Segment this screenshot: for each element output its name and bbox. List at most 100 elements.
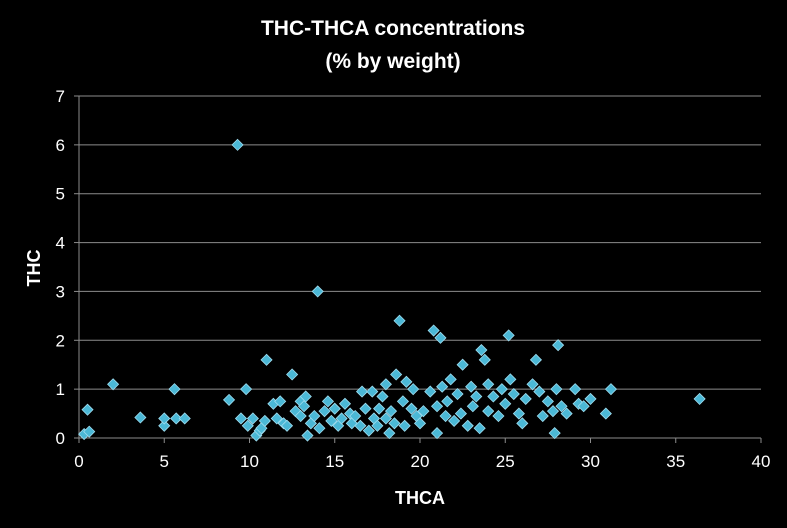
data-point	[170, 412, 183, 425]
data-point	[461, 419, 474, 432]
data-point	[338, 397, 352, 410]
data-point	[83, 425, 96, 438]
y-tick-label: 5	[56, 185, 65, 204]
data-point	[286, 368, 299, 381]
data-point	[158, 419, 171, 432]
data-point	[599, 407, 612, 420]
data-point	[234, 412, 248, 425]
data-point	[427, 324, 440, 337]
data-point	[373, 402, 386, 415]
data-point	[383, 427, 396, 440]
data-point	[473, 422, 486, 435]
data-point	[448, 414, 461, 427]
y-tick-label: 6	[56, 136, 65, 155]
data-point	[536, 409, 549, 423]
data-point	[398, 419, 411, 432]
data-point	[451, 387, 464, 401]
data-point	[379, 378, 392, 391]
data-point	[107, 378, 120, 391]
y-tick-label: 0	[56, 429, 65, 448]
data-point	[366, 385, 379, 398]
data-point	[260, 353, 273, 366]
data-point	[178, 412, 191, 425]
data-point	[168, 383, 181, 396]
data-point	[240, 383, 253, 396]
data-point	[280, 419, 294, 432]
data-point	[604, 383, 618, 396]
data-point	[516, 417, 529, 430]
data-point	[134, 411, 147, 424]
data-point	[430, 427, 444, 440]
data-point	[436, 380, 449, 393]
data-point	[482, 405, 495, 418]
data-point	[507, 387, 520, 401]
data-point	[417, 405, 430, 418]
data-point	[270, 412, 283, 425]
data-point	[158, 412, 171, 425]
data-point	[355, 385, 369, 398]
data-point	[294, 409, 307, 423]
data-point	[502, 329, 515, 342]
data-point	[405, 402, 418, 415]
axes: 0 1 2 3 4 5 6 7 0 5 10 15 20 25 30 35 40	[56, 87, 771, 471]
data-point	[512, 407, 525, 420]
data-point	[308, 409, 321, 423]
x-tick-label: 15	[325, 452, 344, 471]
data-point	[439, 409, 452, 423]
x-tick-label: 10	[240, 452, 259, 471]
data-point	[430, 400, 444, 413]
data-point	[577, 400, 590, 413]
data-point	[349, 409, 362, 423]
data-point	[335, 412, 348, 425]
data-point	[548, 427, 561, 440]
data-point	[246, 412, 259, 425]
data-point	[519, 392, 532, 405]
data-point	[424, 385, 437, 398]
data-point	[384, 405, 398, 418]
data-point	[444, 373, 457, 386]
data-point	[499, 397, 512, 410]
data-point	[362, 424, 375, 437]
data-point	[379, 412, 392, 425]
data-point	[231, 138, 244, 151]
data-point	[470, 390, 483, 403]
data-point	[541, 395, 554, 408]
data-point	[552, 339, 565, 352]
data-point	[529, 353, 543, 366]
data-point	[407, 383, 420, 396]
gridlines	[79, 95, 761, 390]
data-point	[560, 407, 573, 420]
data-point	[301, 429, 314, 442]
x-tick-label: 35	[666, 452, 685, 471]
data-point	[465, 380, 478, 393]
data-point	[376, 390, 389, 403]
data-point	[550, 383, 563, 396]
data-point	[466, 400, 479, 413]
data-point	[354, 419, 367, 432]
data-point	[454, 407, 467, 420]
data-point	[693, 392, 706, 405]
data-point	[546, 405, 560, 418]
data-point	[526, 378, 539, 391]
data-point	[555, 400, 568, 413]
y-tick-label: 2	[56, 331, 65, 350]
x-tick-label: 25	[496, 452, 515, 471]
data-point	[371, 419, 384, 432]
data-point	[482, 378, 495, 391]
data-point	[313, 422, 326, 435]
data-point	[533, 385, 546, 398]
chart-title-line-1: THC-THCA concentrations	[261, 17, 525, 40]
data-point	[274, 395, 287, 408]
data-point	[390, 368, 403, 381]
data-point	[241, 419, 254, 432]
x-tick-label: 0	[74, 452, 83, 471]
data-point	[299, 390, 312, 403]
data-points	[78, 138, 706, 442]
data-point	[321, 395, 334, 408]
data-point	[388, 417, 401, 430]
y-tick-label: 1	[56, 380, 65, 399]
data-point	[456, 358, 469, 371]
data-point	[487, 390, 500, 403]
